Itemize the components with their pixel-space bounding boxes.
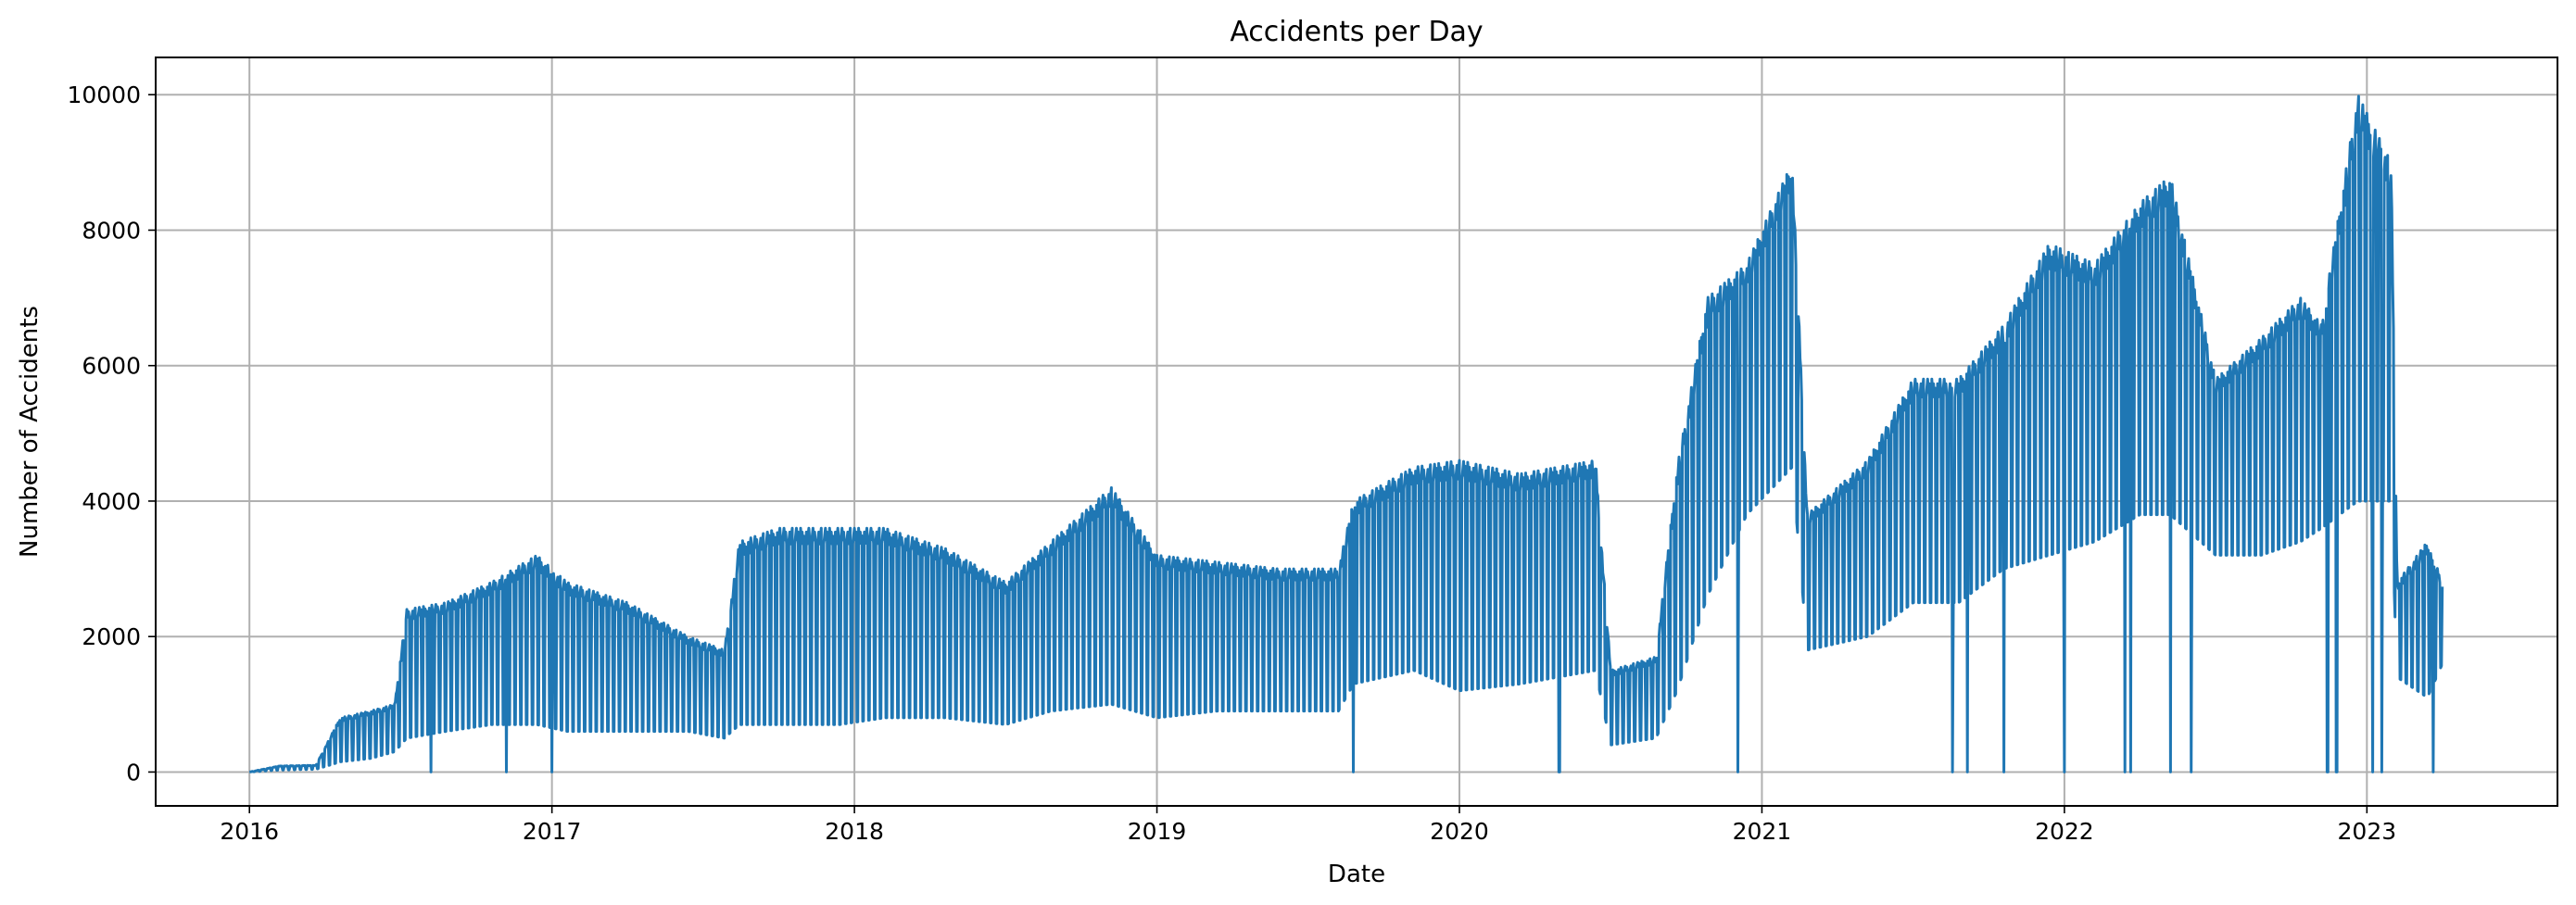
x-tick-label: 2021	[1733, 818, 1792, 845]
y-tick-label: 0	[126, 759, 141, 786]
x-tick-label: 2020	[1430, 818, 1489, 845]
y-tick-label: 4000	[82, 488, 141, 515]
x-tick-label: 2017	[523, 818, 582, 845]
x-tick-label: 2022	[2035, 818, 2094, 845]
x-tick-label: 2023	[2338, 818, 2397, 845]
y-tick-label: 10000	[67, 82, 141, 108]
y-axis-label: Number of Accidents	[16, 306, 44, 558]
x-axis-label: Date	[1328, 861, 1385, 888]
y-tick-label: 2000	[82, 623, 141, 650]
x-tick-label: 2019	[1128, 818, 1187, 845]
x-tick-label: 2018	[825, 818, 884, 845]
y-tick-label: 8000	[82, 217, 141, 244]
chart-title: Accidents per Day	[1230, 16, 1483, 48]
x-tick-label: 2016	[220, 818, 279, 845]
y-tick-label: 6000	[82, 353, 141, 380]
